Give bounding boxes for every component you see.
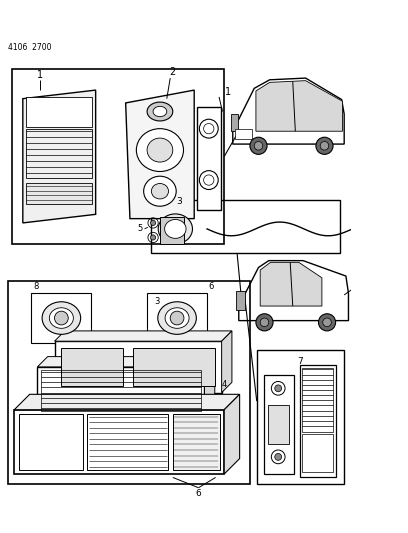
Polygon shape bbox=[239, 261, 348, 321]
Circle shape bbox=[260, 318, 269, 327]
Polygon shape bbox=[224, 394, 239, 474]
Bar bbox=[8, 281, 250, 484]
Polygon shape bbox=[23, 90, 95, 223]
Bar bbox=[41, 370, 201, 410]
Polygon shape bbox=[233, 78, 344, 144]
Circle shape bbox=[320, 141, 329, 150]
Ellipse shape bbox=[144, 176, 176, 206]
Circle shape bbox=[151, 235, 155, 240]
Circle shape bbox=[55, 311, 68, 325]
Ellipse shape bbox=[165, 308, 189, 328]
Bar bbox=[235, 128, 253, 139]
Circle shape bbox=[275, 454, 282, 461]
Bar bbox=[257, 350, 344, 484]
Bar bbox=[133, 348, 215, 386]
Ellipse shape bbox=[165, 220, 186, 238]
Text: 3: 3 bbox=[154, 297, 159, 306]
Bar bbox=[87, 414, 169, 470]
Bar bbox=[302, 434, 333, 472]
Ellipse shape bbox=[158, 214, 193, 244]
Circle shape bbox=[170, 311, 184, 325]
Bar bbox=[160, 217, 184, 244]
Circle shape bbox=[319, 314, 336, 331]
Ellipse shape bbox=[42, 302, 81, 334]
Bar bbox=[197, 107, 221, 210]
Bar bbox=[55, 341, 222, 393]
Bar bbox=[401, 224, 408, 234]
Text: 6: 6 bbox=[195, 489, 202, 498]
Bar bbox=[14, 410, 224, 474]
Polygon shape bbox=[55, 331, 232, 341]
Polygon shape bbox=[260, 262, 322, 306]
Ellipse shape bbox=[49, 308, 73, 328]
Circle shape bbox=[256, 314, 273, 331]
Bar bbox=[26, 128, 92, 179]
Text: 5: 5 bbox=[137, 224, 143, 233]
Ellipse shape bbox=[147, 102, 173, 121]
Bar bbox=[61, 348, 123, 386]
Text: 8: 8 bbox=[33, 281, 38, 290]
Bar bbox=[302, 368, 333, 432]
Ellipse shape bbox=[147, 138, 173, 162]
Text: 7: 7 bbox=[297, 357, 302, 366]
Circle shape bbox=[316, 137, 333, 155]
Polygon shape bbox=[222, 331, 232, 393]
Bar bbox=[151, 200, 340, 253]
Polygon shape bbox=[14, 394, 239, 410]
Circle shape bbox=[275, 385, 282, 392]
Text: 1: 1 bbox=[225, 87, 231, 97]
Text: 4: 4 bbox=[222, 379, 227, 389]
Circle shape bbox=[323, 318, 331, 327]
Bar bbox=[236, 292, 245, 310]
Polygon shape bbox=[256, 80, 342, 131]
Bar bbox=[299, 365, 336, 477]
Text: 4106  2700: 4106 2700 bbox=[8, 43, 52, 52]
Bar bbox=[268, 406, 289, 444]
Bar bbox=[31, 293, 91, 343]
Ellipse shape bbox=[136, 128, 184, 172]
Ellipse shape bbox=[158, 302, 196, 334]
Polygon shape bbox=[126, 90, 194, 219]
Text: 1: 1 bbox=[37, 70, 43, 80]
Bar bbox=[264, 375, 294, 474]
Bar bbox=[26, 183, 92, 204]
Text: 6: 6 bbox=[209, 281, 214, 290]
Bar bbox=[18, 414, 83, 470]
Polygon shape bbox=[204, 357, 215, 414]
Circle shape bbox=[254, 141, 263, 150]
Text: 2: 2 bbox=[170, 67, 176, 77]
Bar bbox=[231, 114, 238, 131]
Text: 3: 3 bbox=[176, 197, 182, 206]
Bar bbox=[147, 293, 207, 343]
Ellipse shape bbox=[151, 183, 169, 199]
Circle shape bbox=[151, 220, 155, 225]
Bar bbox=[173, 414, 220, 470]
Polygon shape bbox=[38, 357, 215, 367]
Bar bbox=[38, 367, 204, 414]
Bar bbox=[26, 97, 92, 127]
Circle shape bbox=[250, 137, 267, 155]
Bar bbox=[12, 69, 224, 244]
Ellipse shape bbox=[153, 107, 167, 117]
